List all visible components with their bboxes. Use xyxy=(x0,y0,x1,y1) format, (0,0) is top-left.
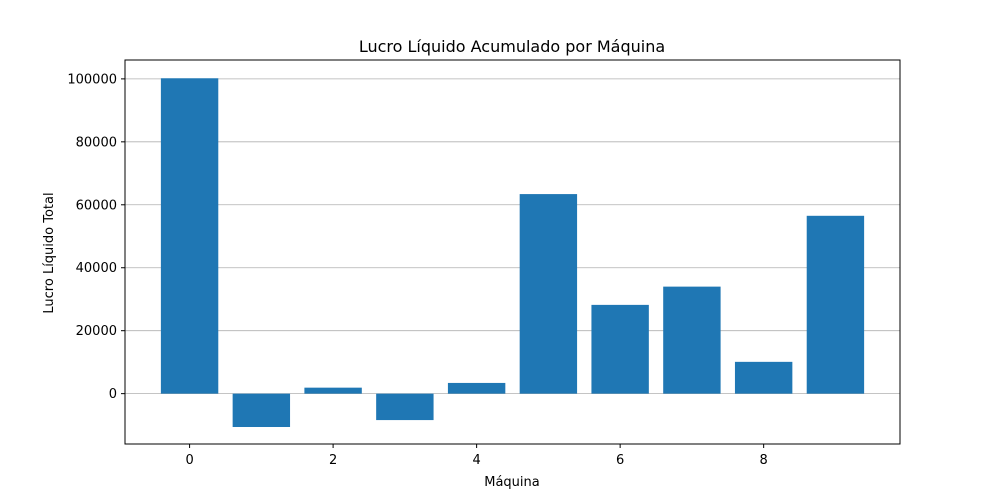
bar-maquina-6 xyxy=(591,304,649,394)
bar-maquina-5 xyxy=(519,194,578,394)
bars xyxy=(160,78,865,428)
x-tick-label: 6 xyxy=(616,453,624,468)
bar-maquina-4 xyxy=(447,382,506,394)
x-tick-label: 0 xyxy=(185,453,193,468)
x-axis-label: Máquina xyxy=(484,475,540,490)
y-tick-label: 100000 xyxy=(67,72,117,87)
chart-title: Lucro Líquido Acumulado por Máquina xyxy=(359,37,665,56)
y-tick-label: 0 xyxy=(109,387,117,402)
y-axis-ticks: 0 20000 40000 60000 80000 100000 xyxy=(67,72,125,402)
bar-maquina-3 xyxy=(376,393,434,421)
y-axis-label: Lucro Líquido Total xyxy=(42,192,57,313)
bar-maquina-7 xyxy=(663,286,721,394)
y-tick-label: 40000 xyxy=(76,261,117,276)
y-tick-label: 20000 xyxy=(76,324,117,339)
bar-maquina-8 xyxy=(734,361,793,394)
y-tick-label: 60000 xyxy=(76,198,117,213)
x-axis-ticks: 0 2 4 6 8 xyxy=(185,444,768,468)
bar-maquina-1 xyxy=(232,393,291,428)
y-tick-label: 80000 xyxy=(76,135,117,150)
bar-maquina-0 xyxy=(160,78,219,394)
x-tick-label: 4 xyxy=(472,453,480,468)
x-tick-label: 2 xyxy=(329,453,337,468)
plot-area-frame xyxy=(124,59,901,445)
bar-maquina-2 xyxy=(304,387,362,394)
x-tick-label: 8 xyxy=(760,453,768,468)
bar-maquina-9 xyxy=(806,215,865,394)
